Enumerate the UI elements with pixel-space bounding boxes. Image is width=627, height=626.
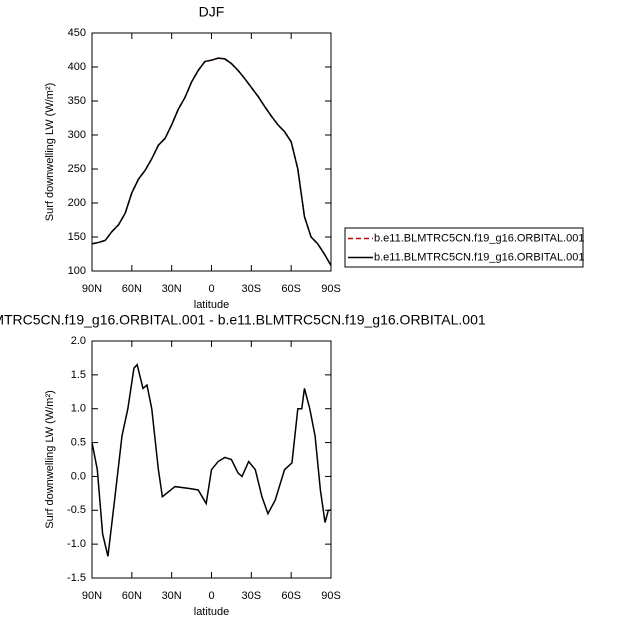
legend-label: b.e11.BLMTRC5CN.f19_g16.ORBITAL.001 — [374, 251, 585, 263]
y-axis-label: Surf downwelling LW (W/m²) — [44, 83, 56, 222]
x-tick-label: 60S — [281, 283, 301, 295]
y-tick-label: 100 — [68, 265, 86, 277]
plot-frame — [91, 32, 332, 272]
y-tick-label: 250 — [68, 163, 86, 175]
y-tick-label: 350 — [68, 95, 86, 107]
data-line — [91, 363, 331, 557]
x-tick-label: 90N — [82, 590, 102, 602]
x-tick-label: 60N — [122, 283, 142, 295]
y-tick-label: 300 — [68, 129, 86, 141]
x-tick-label: 60S — [281, 590, 301, 602]
y-tick-label: 150 — [68, 231, 86, 243]
legend-box — [344, 227, 584, 268]
y-tick-label: 0.0 — [71, 470, 86, 482]
x-tick-label: 30N — [162, 283, 182, 295]
legend-label: b.e11.BLMTRC5CN.f19_g16.ORBITAL.001 — [374, 232, 585, 244]
y-tick-label: 450 — [68, 27, 86, 39]
y-tick-label: 1.0 — [71, 403, 86, 415]
y-tick-label: -1.5 — [67, 572, 86, 584]
x-tick-label: 30N — [162, 590, 182, 602]
data-line — [91, 57, 332, 266]
x-axis-label: latitude — [194, 299, 229, 311]
y-tick-label: -1.0 — [67, 538, 86, 550]
x-tick-label: 0 — [208, 283, 214, 295]
x-tick-label: 0 — [208, 590, 214, 602]
x-tick-label: 90N — [82, 283, 102, 295]
y-tick-label: -0.5 — [67, 504, 86, 516]
y-tick-label: 200 — [68, 197, 86, 209]
x-tick-label: 60N — [122, 590, 142, 602]
chart-title: DJF — [199, 4, 225, 20]
x-axis-label: latitude — [194, 606, 229, 618]
chart-title: b.e11.BLMTRC5CN.f19_g16.ORBITAL.001 - b.… — [0, 312, 486, 328]
y-tick-label: 400 — [68, 61, 86, 73]
x-tick-label: 90S — [321, 590, 341, 602]
y-tick-label: 0.5 — [71, 436, 86, 448]
x-tick-label: 30S — [242, 283, 262, 295]
data-line — [91, 57, 332, 266]
y-tick-label: 1.5 — [71, 369, 86, 381]
y-tick-label: 2.0 — [71, 335, 86, 347]
plot-frame — [91, 340, 332, 579]
x-tick-label: 30S — [242, 590, 262, 602]
y-axis-label: Surf downwelling LW (W/m²) — [44, 390, 56, 529]
x-tick-label: 90S — [321, 283, 341, 295]
